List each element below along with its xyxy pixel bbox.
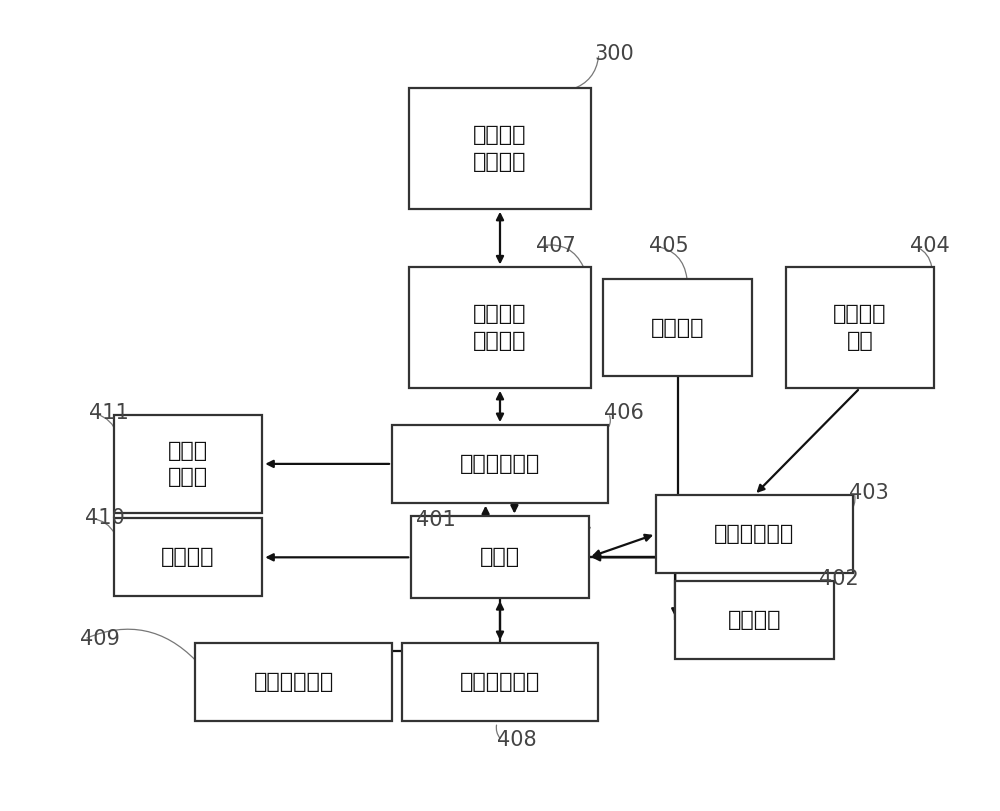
FancyBboxPatch shape: [114, 518, 262, 596]
FancyBboxPatch shape: [195, 643, 392, 721]
FancyBboxPatch shape: [409, 88, 591, 209]
Text: 数据存储模块: 数据存储模块: [714, 524, 795, 544]
Text: 408: 408: [497, 730, 537, 750]
Text: 402: 402: [819, 569, 858, 589]
FancyBboxPatch shape: [411, 517, 589, 599]
Text: 401: 401: [416, 510, 456, 530]
FancyBboxPatch shape: [675, 581, 834, 659]
Text: 信息输入模块: 信息输入模块: [460, 672, 540, 692]
FancyBboxPatch shape: [603, 279, 752, 376]
Text: 操作模块: 操作模块: [161, 547, 215, 568]
Text: 无线信号
处理模块: 无线信号 处理模块: [473, 304, 527, 351]
Text: 407: 407: [536, 236, 576, 256]
FancyBboxPatch shape: [402, 643, 598, 721]
Text: 404: 404: [910, 236, 950, 256]
FancyBboxPatch shape: [114, 415, 262, 513]
Text: 数据输入模块: 数据输入模块: [460, 454, 540, 474]
Text: 信息输出模块: 信息输出模块: [253, 672, 334, 692]
Text: 403: 403: [849, 483, 889, 503]
Text: 410: 410: [85, 508, 125, 529]
Text: 主控器: 主控器: [480, 547, 520, 568]
Text: 数据调
取模块: 数据调 取模块: [168, 440, 208, 487]
FancyBboxPatch shape: [409, 268, 591, 388]
Text: 405: 405: [649, 236, 689, 256]
Text: 300: 300: [594, 44, 634, 63]
Text: 数据处理
模块: 数据处理 模块: [833, 304, 887, 351]
Text: 显示模块: 显示模块: [728, 610, 781, 629]
FancyBboxPatch shape: [786, 268, 934, 388]
Text: 控制系统: 控制系统: [651, 318, 704, 337]
Text: 无线信号
认证系统: 无线信号 认证系统: [473, 126, 527, 172]
Text: 409: 409: [80, 629, 119, 649]
Text: 406: 406: [604, 403, 644, 423]
FancyBboxPatch shape: [656, 495, 853, 573]
FancyBboxPatch shape: [392, 425, 608, 503]
Text: 411: 411: [89, 403, 129, 423]
